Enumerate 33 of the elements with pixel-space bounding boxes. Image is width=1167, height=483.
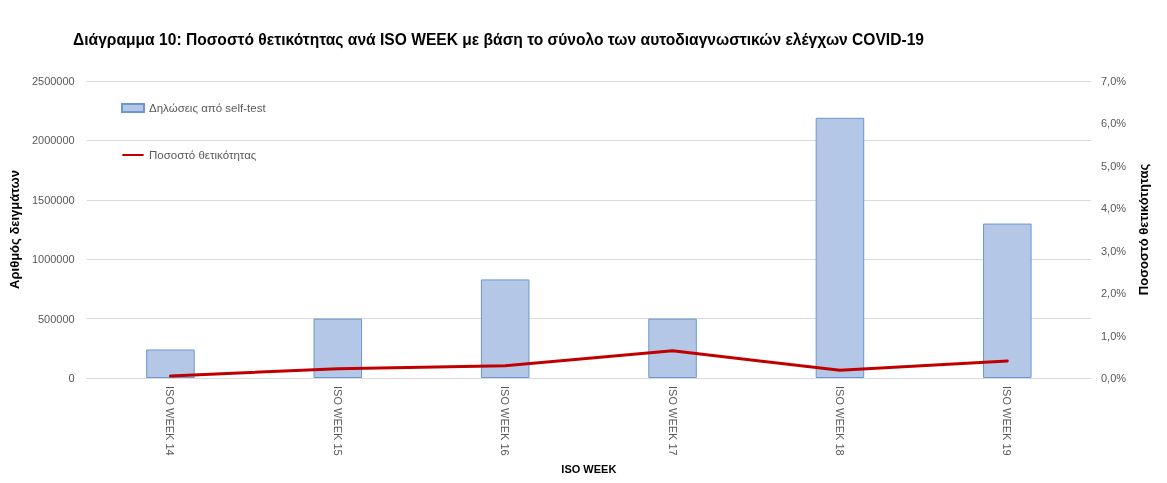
bar [648,318,697,378]
bar [146,349,195,378]
legend-label: Δηλώσεις από self-test [149,102,267,114]
line-series [168,349,1009,378]
y-tick-label: 1500000 [31,193,75,206]
y2-tick-label: 6,0% [1101,117,1127,130]
y-tick-label: 1000000 [31,253,75,266]
y-tick-label: 0 [68,372,75,384]
bar [480,279,530,378]
bar [313,318,363,378]
chart-title: Διάγραμμα 10: Ποσοστό θετικότητας ανά ISO WEEK με βάση το σύνολο των αυτοδιαγνωστικών ελέγχων COVID-19 [73,30,925,49]
x-tick-label: ISO WEEK 14 [164,386,177,456]
y2-axis-title: Ποσοστό θετικότητας [1135,163,1151,296]
legend-label: Ποσοστό θετικότητας [149,149,257,161]
y2-tick-label: 4,0% [1101,202,1127,215]
y2-tick-label: 2,0% [1101,287,1127,300]
y-tick-label: 2000000 [31,134,75,147]
y-tick-label: 2500000 [31,75,75,87]
x-tick-label: ISO WEEK 17 [666,386,679,456]
y2-tick-label: 7,0% [1101,75,1127,87]
x-tick-label: ISO WEEK 18 [833,386,846,456]
bar [815,117,865,378]
y2-tick-label: 5,0% [1101,159,1127,172]
x-axis-title: ISO WEEK [561,463,617,476]
x-tick-label: ISO WEEK 16 [499,386,512,456]
y2-tick-label: 1,0% [1101,329,1127,342]
y2-tick-label: 0,0% [1101,372,1127,384]
y2-tick-label: 3,0% [1101,244,1127,257]
bar [983,223,1032,378]
y-tick-label: 500000 [38,312,75,325]
y-axis-title: Αριθμός δειγμάτων [7,170,22,289]
x-tick-label: ISO WEEK 19 [1001,386,1014,456]
x-tick-label: ISO WEEK 15 [331,386,344,456]
